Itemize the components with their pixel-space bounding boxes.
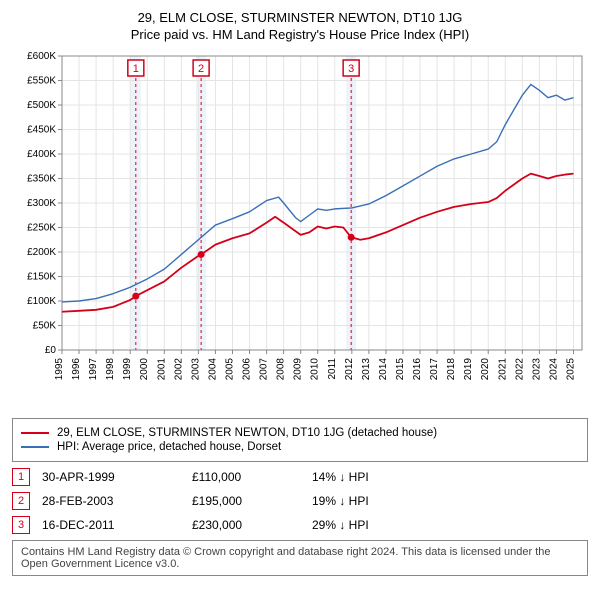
svg-text:2006: 2006 <box>242 358 253 381</box>
svg-text:2001: 2001 <box>156 358 167 381</box>
svg-text:2012: 2012 <box>344 358 355 381</box>
svg-text:1995: 1995 <box>54 358 65 381</box>
svg-text:2000: 2000 <box>139 358 150 381</box>
svg-text:2003: 2003 <box>190 358 201 381</box>
svg-text:2020: 2020 <box>480 358 491 381</box>
svg-text:1999: 1999 <box>122 358 133 381</box>
svg-text:£100K: £100K <box>27 296 56 307</box>
page-subtitle: Price paid vs. HM Land Registry's House … <box>8 27 592 42</box>
svg-text:£300K: £300K <box>27 198 56 209</box>
sale-row: 3 16-DEC-2011£230,00029% ↓ HPI <box>12 516 588 534</box>
svg-text:2017: 2017 <box>429 358 440 381</box>
svg-text:3: 3 <box>348 63 354 75</box>
svg-text:2013: 2013 <box>361 358 372 381</box>
sale-marker-key: 1 <box>12 468 30 486</box>
svg-text:£0: £0 <box>45 345 57 356</box>
svg-text:1: 1 <box>133 63 139 75</box>
svg-text:2015: 2015 <box>395 358 406 381</box>
svg-text:2008: 2008 <box>276 358 287 381</box>
svg-text:1998: 1998 <box>105 358 116 381</box>
legend-item: 29, ELM CLOSE, STURMINSTER NEWTON, DT10 … <box>21 427 579 439</box>
sale-price: £195,000 <box>192 494 312 508</box>
svg-text:2007: 2007 <box>259 358 270 381</box>
sale-date: 30-APR-1999 <box>42 470 192 484</box>
sale-marker-key: 3 <box>12 516 30 534</box>
sale-price: £110,000 <box>192 470 312 484</box>
svg-text:2019: 2019 <box>463 358 474 381</box>
svg-text:2: 2 <box>198 63 204 75</box>
svg-text:£350K: £350K <box>27 174 56 185</box>
svg-text:£450K: £450K <box>27 125 56 136</box>
svg-text:£50K: £50K <box>33 321 57 332</box>
page-title: 29, ELM CLOSE, STURMINSTER NEWTON, DT10 … <box>8 10 592 25</box>
svg-text:£550K: £550K <box>27 76 56 87</box>
svg-text:2023: 2023 <box>531 358 542 381</box>
sale-delta: 29% ↓ HPI <box>312 518 369 532</box>
sales-table: 1 30-APR-1999£110,00014% ↓ HPI 2 28-FEB-200… <box>12 468 588 534</box>
footnote: Contains HM Land Registry data © Crown c… <box>12 540 588 576</box>
svg-text:2014: 2014 <box>378 358 389 381</box>
svg-text:2010: 2010 <box>310 358 321 381</box>
svg-text:2005: 2005 <box>224 358 235 381</box>
legend-item: HPI: Average price, detached house, Dors… <box>21 441 579 453</box>
chart-canvas: £0 £50K £100K £150K £200K £250K £300K £350K £400… <box>12 50 588 410</box>
legend-swatch <box>21 446 49 448</box>
svg-text:2021: 2021 <box>497 358 508 381</box>
sale-delta: 19% ↓ HPI <box>312 494 369 508</box>
sale-date: 16-DEC-2011 <box>42 518 192 532</box>
svg-text:2011: 2011 <box>327 358 338 380</box>
svg-text:2022: 2022 <box>514 358 525 381</box>
svg-text:£400K: £400K <box>27 149 56 160</box>
svg-text:2002: 2002 <box>173 358 184 381</box>
sale-price: £230,000 <box>192 518 312 532</box>
legend-label: 29, ELM CLOSE, STURMINSTER NEWTON, DT10 … <box>57 427 437 439</box>
legend: 29, ELM CLOSE, STURMINSTER NEWTON, DT10 … <box>12 418 588 462</box>
sale-row: 2 28-FEB-2003£195,00019% ↓ HPI <box>12 492 588 510</box>
svg-text:2024: 2024 <box>548 358 559 381</box>
svg-text:£600K: £600K <box>27 51 56 62</box>
svg-text:2025: 2025 <box>565 358 576 381</box>
svg-text:2004: 2004 <box>207 358 218 381</box>
svg-text:1997: 1997 <box>88 358 99 381</box>
price-chart: £0 £50K £100K £150K £200K £250K £300K £350K £400… <box>12 50 588 410</box>
sale-date: 28-FEB-2003 <box>42 494 192 508</box>
sale-row: 1 30-APR-1999£110,00014% ↓ HPI <box>12 468 588 486</box>
svg-text:2009: 2009 <box>293 358 304 381</box>
svg-text:£500K: £500K <box>27 100 56 111</box>
svg-text:1996: 1996 <box>71 358 82 381</box>
sale-marker-key: 2 <box>12 492 30 510</box>
legend-swatch <box>21 432 49 434</box>
sale-delta: 14% ↓ HPI <box>312 470 369 484</box>
svg-text:£150K: £150K <box>27 272 56 283</box>
svg-text:£200K: £200K <box>27 247 56 258</box>
svg-text:2018: 2018 <box>446 358 457 381</box>
legend-label: HPI: Average price, detached house, Dors… <box>57 441 281 453</box>
svg-text:2016: 2016 <box>412 358 423 381</box>
svg-text:£250K: £250K <box>27 223 56 234</box>
